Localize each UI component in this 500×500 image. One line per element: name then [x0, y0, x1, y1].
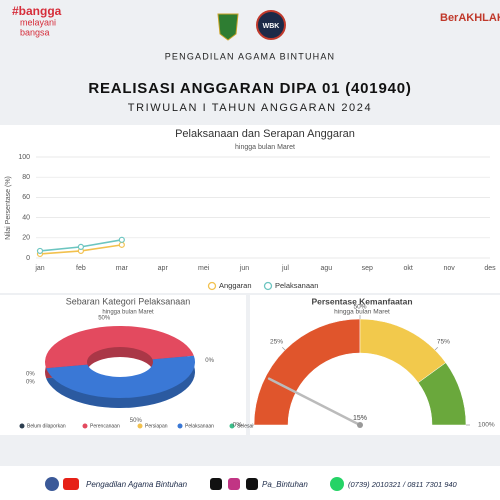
chart-title: Sebaran Kategori Pelaksanaan	[66, 296, 191, 306]
facebook-icon	[45, 477, 59, 491]
x-tick-label: agu	[321, 265, 333, 272]
y-tick-label: 0	[26, 255, 30, 262]
donut-slice	[46, 355, 195, 398]
logo-text: bangsa	[20, 27, 50, 37]
whatsapp-icon	[330, 477, 344, 491]
main-subtitle: TRIWULAN I TAHUN ANGGARAN 2024	[128, 102, 372, 114]
legend-label: Pelaksanaan	[185, 423, 214, 429]
gauge-tick	[434, 346, 439, 351]
logo-text: melayani	[20, 17, 56, 27]
x-tick-label: apr	[158, 265, 169, 272]
legend-label: Pelaksanaan	[275, 281, 318, 290]
logo-text: #bangga	[12, 4, 62, 18]
badge-text: WBK	[263, 23, 280, 30]
donut-panel	[0, 295, 246, 435]
chart-subtitle: hingga bulan Maret	[235, 144, 295, 151]
gauge-tick-label: 100%	[478, 422, 495, 429]
gauge-tick-label: 25%	[270, 338, 283, 345]
legend-label: Anggaran	[219, 281, 252, 290]
slice-label: 50%	[98, 315, 111, 321]
y-tick-label: 60	[22, 194, 30, 201]
legend-swatch	[177, 423, 183, 429]
chart-subtitle: hingga bulan Maret	[102, 310, 154, 316]
main-title: REALISASI ANGGARAN DIPA 01 (401940)	[88, 80, 411, 97]
donut-slice	[44, 325, 194, 369]
gauge-band	[417, 362, 467, 426]
footer-text: Pengadilan Agama Bintuhan	[86, 480, 188, 489]
instagram-icon	[228, 478, 240, 490]
x-tick-label: mei	[198, 265, 210, 272]
x-tick-label: feb	[76, 265, 86, 272]
legend-label: Selesai	[237, 423, 253, 429]
slice-label: 50%	[130, 418, 143, 424]
x-tick-label: jan	[34, 265, 44, 272]
y-tick-label: 80	[22, 174, 30, 181]
legend-swatch	[207, 281, 217, 291]
footer-text: Pa_Bintuhan	[262, 480, 308, 489]
data-point	[36, 247, 44, 255]
gauge-tick-label: 75%	[437, 338, 450, 345]
slice-label: 0%	[26, 379, 35, 385]
wbk-badge	[256, 10, 286, 40]
chart-subtitle: hingga bulan Maret	[334, 309, 390, 316]
slice-label: 0%	[205, 358, 214, 364]
x-tick-label: sep	[362, 265, 373, 272]
legend-swatch	[263, 281, 273, 291]
x-tick-label: jul	[281, 265, 289, 272]
legend-swatch	[137, 423, 143, 429]
line-panel	[0, 125, 500, 293]
y-tick-label: 100	[18, 154, 30, 161]
gauge-needle	[267, 377, 362, 427]
court-emblem	[217, 13, 239, 41]
x-tick-label: mar	[116, 265, 129, 272]
y-tick-label: 40	[22, 214, 30, 221]
org-name: PENGADILAN AGAMA BINTUHAN	[165, 51, 336, 61]
y-axis-label: Nilai Persentase (%)	[5, 176, 12, 240]
gauge-tick-label: 0%	[233, 422, 243, 429]
data-point	[118, 236, 125, 243]
youtube-icon	[63, 478, 79, 490]
gauge-hub	[357, 422, 363, 428]
footer-text: (0739) 2010321 / 0811 7301 940	[348, 480, 458, 489]
tiktok-icon	[246, 478, 258, 490]
logo-text: BerAKHLAK	[440, 12, 500, 24]
x-tick-label: des	[484, 265, 496, 272]
legend-label: Persiapan	[145, 423, 168, 429]
legend-label: Belum dilaporkan	[27, 423, 66, 429]
chart-title: Pelaksanaan dan Serapan Anggaran	[175, 128, 355, 140]
data-point	[77, 243, 85, 250]
x-tick-label: jun	[239, 265, 249, 272]
chart-title: Persentase Kemanfaatan	[311, 296, 412, 306]
legend-swatch	[82, 423, 88, 429]
x-tick-label: okt	[404, 265, 413, 272]
data-point	[118, 241, 125, 248]
x-tick-label: nov	[443, 265, 455, 272]
gauge-tick	[281, 346, 286, 351]
gauge-tick-label: 50%	[353, 304, 366, 311]
legend-swatch	[229, 423, 235, 429]
x-icon	[210, 478, 222, 490]
slice-label: 0%	[26, 371, 35, 377]
gauge-value-label: 15%	[353, 415, 367, 422]
legend-label: Perencanaan	[90, 423, 120, 429]
legend-swatch	[19, 423, 25, 429]
y-tick-label: 20	[22, 235, 30, 242]
